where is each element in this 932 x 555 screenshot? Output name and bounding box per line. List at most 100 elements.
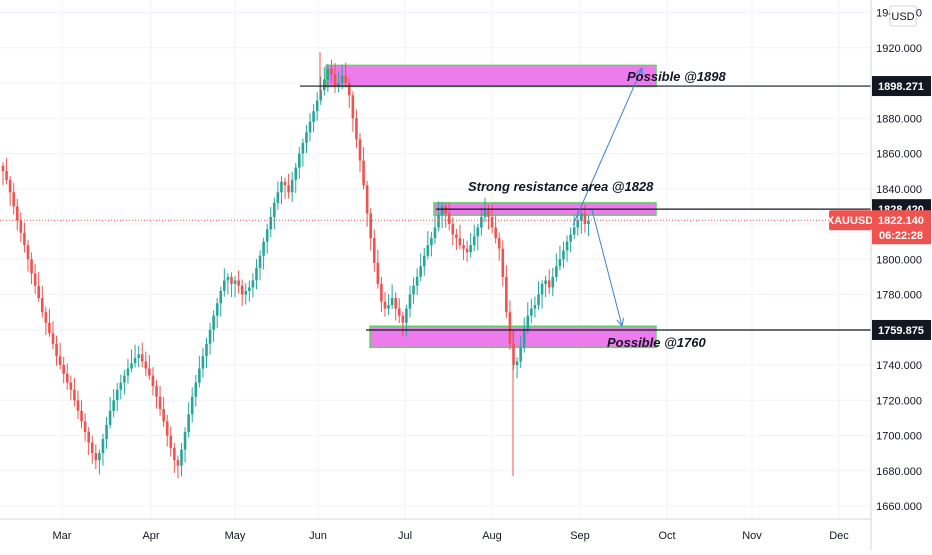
currency-label: USD (891, 11, 914, 23)
candles (1, 52, 590, 479)
candle-body (140, 354, 144, 362)
candle-body (269, 216, 273, 230)
candle-body (144, 361, 148, 369)
candle-body (472, 236, 476, 246)
level-1760-badge (872, 319, 931, 340)
candle-body (198, 368, 201, 383)
candle-body (487, 209, 490, 217)
candle-body (55, 343, 58, 357)
candle-body (26, 245, 30, 260)
candle-body (258, 255, 262, 269)
candle-body (440, 206, 444, 216)
candle-body (165, 421, 169, 436)
price-tick-label: 1800.000 (876, 254, 922, 266)
candle-body (194, 382, 198, 397)
time-tick-label: Oct (658, 530, 675, 542)
candle-body (108, 410, 112, 425)
candle-body (94, 453, 98, 461)
level-1898-badge-label: 1898.271 (878, 81, 924, 93)
time-tick-label: Jul (398, 530, 412, 542)
currency-button[interactable]: USD (889, 5, 917, 27)
candle-body (426, 245, 430, 256)
candle-body (483, 209, 487, 217)
candle-body (326, 68, 330, 80)
candle-body (308, 121, 312, 133)
candle-body (251, 280, 255, 288)
candle-body (505, 276, 508, 313)
candle-body (458, 238, 462, 246)
candle-body (558, 259, 562, 267)
candle-body (447, 213, 451, 224)
last-price-label: 1822.140 (878, 215, 924, 227)
candle-body (290, 179, 294, 193)
price-tick-label: 1920.000 (876, 43, 922, 55)
candle-body (244, 290, 248, 295)
candle-body (305, 132, 308, 143)
price-tick-label: 1780.000 (876, 290, 922, 302)
candle-body (237, 280, 240, 286)
candle-body (115, 389, 119, 401)
candle-body (283, 181, 287, 186)
annotation-1898: Possible @1898 (627, 69, 726, 84)
time-tick-label: Nov (742, 530, 762, 542)
candle-body (208, 329, 212, 344)
candle-body (572, 227, 576, 235)
candle-body (494, 227, 497, 239)
candle-body (248, 287, 251, 291)
candle-body (169, 435, 173, 448)
candle-body (226, 276, 230, 281)
candle-body (301, 142, 305, 154)
candle-body (394, 298, 397, 309)
candle-body (465, 248, 469, 253)
candle-body (437, 215, 440, 228)
candle-body (469, 245, 472, 253)
candle-body (408, 294, 412, 309)
candle-body (312, 111, 315, 122)
candle-body (519, 347, 522, 362)
candle-body (180, 449, 183, 466)
candle-body (533, 305, 537, 309)
candle-body (347, 83, 351, 96)
candle-body (230, 276, 233, 284)
candle-body (112, 400, 115, 411)
candle-body (276, 192, 280, 203)
candle-body (5, 171, 8, 180)
candle-body (51, 333, 55, 344)
annotations: Possible @1898 Strong resistance area @18… (468, 69, 726, 350)
time-axis[interactable]: Mar Apr May Jun Jul Aug Sep Oct Nov Dec (53, 530, 850, 542)
candle-body (294, 167, 298, 180)
zone-top (325, 64, 657, 88)
price-tick-label: 1680.000 (876, 466, 922, 478)
candle-body (262, 241, 265, 256)
candle-body (544, 280, 547, 284)
candle-body (462, 245, 465, 249)
candle-body (48, 322, 51, 334)
last-price-badge (872, 210, 931, 245)
candle-body (344, 75, 348, 83)
candle-body (537, 294, 540, 306)
candle-body (233, 280, 237, 284)
candle-body (412, 285, 415, 295)
candle-body (15, 206, 19, 221)
candle-body (69, 382, 73, 390)
candle-body (90, 442, 94, 454)
candle-body (240, 285, 244, 295)
candle-body (430, 238, 433, 246)
candle-body (547, 280, 551, 288)
candle-body (119, 382, 123, 390)
candle-body (562, 250, 565, 260)
candle-body (44, 312, 48, 323)
candle-body (315, 100, 319, 112)
candle-body (451, 224, 455, 235)
candle-body (101, 439, 105, 454)
candle-body (137, 354, 140, 358)
candle-body (126, 368, 130, 376)
candle-body (530, 308, 533, 316)
candle-body (422, 255, 426, 267)
candle-body (30, 259, 33, 274)
price-tick-label: 1740.000 (876, 360, 922, 372)
